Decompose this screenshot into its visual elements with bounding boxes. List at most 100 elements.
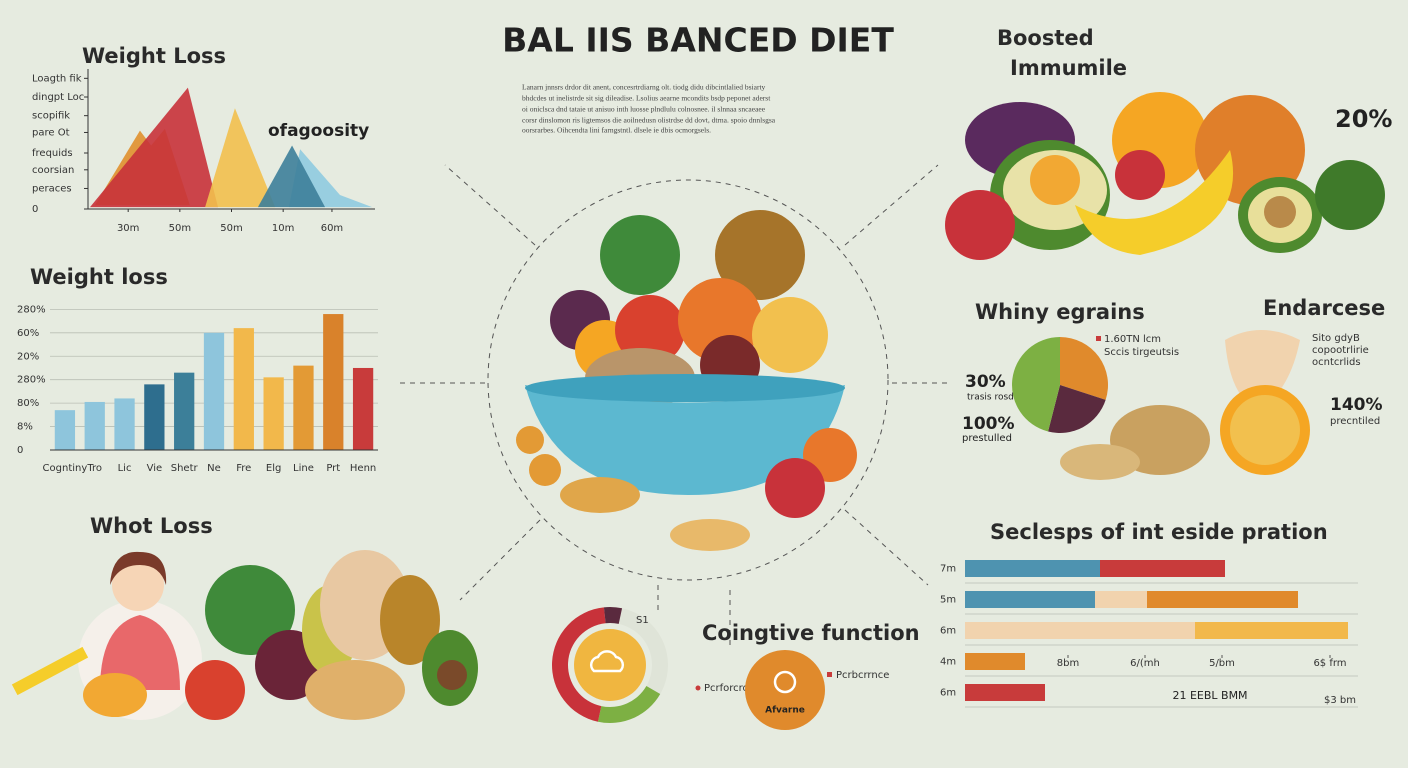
donut-center: [574, 629, 646, 701]
chart-title: Weight loss: [30, 265, 168, 289]
y-tick-label: 4m: [940, 657, 956, 668]
note: ocntcrlids: [1312, 357, 1361, 368]
bar: [174, 372, 195, 450]
x-tick-label: 10m: [272, 223, 294, 234]
x-tick-label: 6$ frm: [1313, 658, 1346, 669]
intro-line: Lanarn jnnsrs drdor dit anent, concesrtr…: [522, 83, 766, 92]
y-tick-label: 8%: [17, 422, 33, 433]
bar-segment: [965, 653, 1025, 670]
section-title: Immumile: [1010, 56, 1127, 80]
pie-slice: [1060, 337, 1108, 400]
legend-label: Pcrforcrod: [704, 683, 755, 694]
x-tick-label: 8bm: [1057, 658, 1079, 669]
x-tick-label: Elg: [266, 463, 281, 474]
x-tick-label: Prt: [326, 463, 340, 474]
x-tick-label: Henn: [350, 463, 376, 474]
donut-segment: [597, 686, 661, 723]
annotation: trasis rosd: [967, 393, 1014, 403]
legend-swatch: [1096, 336, 1101, 341]
y-tick-label: 20%: [17, 351, 39, 362]
annotation: $3 bm: [1324, 695, 1356, 706]
bar: [114, 398, 135, 450]
x-tick-label: 5/bm: [1209, 658, 1235, 669]
annotation: 30%: [965, 372, 1006, 392]
badge-icon: [773, 670, 797, 694]
legend-label: Pcrbcrrnce: [836, 670, 889, 681]
x-tick-label: 60m: [321, 223, 343, 234]
legend-label: 1.60TN lcm: [1104, 334, 1161, 345]
area: [257, 145, 326, 208]
section-title: Boosted: [997, 26, 1094, 50]
x-tick-label: Lic: [118, 463, 132, 474]
y-tick-label: coorsian: [32, 165, 74, 176]
donut-segment: [552, 607, 606, 722]
y-tick-label: 80%: [17, 398, 39, 409]
annotation: prestulled: [962, 433, 1012, 444]
bar-segment: [1095, 591, 1147, 608]
bar-segment: [1147, 591, 1298, 608]
food-bowl: [516, 210, 857, 551]
x-tick-label: 50m: [220, 223, 242, 234]
badge-label: Afvarne: [765, 706, 805, 716]
bar: [323, 314, 344, 450]
chart-title: Coingtive function: [702, 621, 920, 645]
y-tick-label: 280%: [17, 304, 46, 315]
y-tick-label: 60%: [17, 328, 39, 339]
connectors: [400, 164, 950, 650]
section-title: Endarcese: [1263, 296, 1385, 320]
chart-title: Weight Loss: [82, 44, 226, 68]
y-tick-label: 7m: [940, 564, 956, 575]
intro-line: oi oniclsca dnd tataie ut anisuo inth lu…: [522, 105, 766, 114]
dashed-ring: [487, 179, 889, 581]
bar-segment: [1100, 560, 1225, 577]
x-tick-label: Ne: [207, 463, 221, 474]
annotation: 21 EEBL BMM: [1172, 689, 1247, 702]
pie-slice: [1048, 385, 1106, 434]
pie-slice: [1011, 337, 1060, 432]
legend-swatch: [695, 685, 701, 691]
note: S1: [636, 615, 649, 626]
fruit-cluster: [945, 92, 1385, 260]
area: [205, 108, 276, 208]
bar: [263, 377, 284, 450]
y-tick-label: frequids: [32, 148, 73, 159]
bar: [352, 367, 374, 450]
x-tick-label: 30m: [117, 223, 139, 234]
y-tick-label: Loagth fik: [32, 73, 82, 84]
y-tick-label: 280%: [17, 375, 46, 386]
bar: [84, 401, 105, 450]
bar: [293, 365, 314, 450]
x-tick-label: Fre: [236, 463, 251, 474]
y-tick-label: peraces: [32, 183, 72, 194]
legend-swatch: [827, 672, 832, 677]
x-tick-label: 6/(mh: [1130, 658, 1160, 669]
badge: [745, 650, 825, 730]
stat: 20%: [1335, 105, 1392, 133]
y-tick-label: scopifik: [32, 111, 70, 122]
cloud-icon: [589, 650, 625, 673]
intro: Lanarn jnnsrs drdor dit anent, concesrtr…: [522, 83, 776, 135]
annotation: 100%: [962, 414, 1015, 434]
page-title: BAL IIS BANCED DIET: [502, 21, 894, 60]
person-illustration: [11, 550, 478, 720]
chart-title: Seclesps of int eside pration: [990, 520, 1328, 544]
bar-segment: [965, 560, 1100, 577]
y-tick-label: 0: [32, 204, 38, 215]
annotation: ofagoosity: [268, 121, 369, 141]
x-tick-label: Shetr: [171, 463, 199, 474]
x-tick-label: Tro: [86, 463, 102, 474]
x-tick-label: 50m: [169, 223, 191, 234]
y-tick-label: 0: [17, 445, 23, 456]
bar-segment: [965, 684, 1045, 701]
intro-line: bhdcdes ut inelistrde sit sig dileadise.…: [522, 94, 771, 103]
y-tick-label: pare Ot: [32, 127, 70, 138]
bar-segment: [1195, 622, 1348, 639]
legend-label: Sccis tirgeutsis: [1104, 347, 1179, 358]
y-tick-label: 6m: [940, 626, 956, 637]
donut-segment: [603, 607, 623, 624]
area: [90, 87, 219, 208]
grain-illustration: [1060, 330, 1310, 480]
bar: [203, 332, 225, 450]
bar: [54, 410, 76, 450]
